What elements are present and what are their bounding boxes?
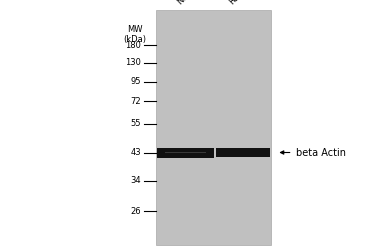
Text: 130: 130 — [126, 58, 141, 67]
Text: Neuro2A: Neuro2A — [175, 0, 208, 6]
Bar — [165, 152, 206, 153]
Text: 72: 72 — [131, 97, 141, 106]
Bar — [216, 148, 270, 157]
Text: 34: 34 — [131, 176, 141, 185]
Text: 95: 95 — [131, 78, 141, 86]
Text: 180: 180 — [126, 40, 141, 50]
Text: 26: 26 — [131, 207, 141, 216]
Bar — [157, 148, 214, 158]
Bar — [156, 10, 271, 245]
Text: 55: 55 — [131, 119, 141, 128]
Text: 43: 43 — [131, 148, 141, 157]
Text: beta Actin: beta Actin — [296, 148, 346, 158]
Text: Rat2: Rat2 — [227, 0, 247, 6]
Text: MW
(kDa): MW (kDa) — [123, 25, 146, 44]
